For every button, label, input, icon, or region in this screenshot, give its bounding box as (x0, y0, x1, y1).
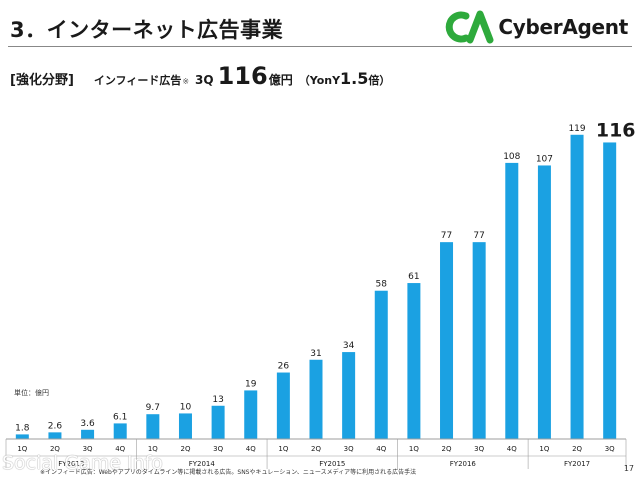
bar-value-label: 13 (212, 395, 223, 405)
bar (537, 165, 551, 440)
bar (505, 162, 519, 439)
bar-value-label: 1.8 (15, 423, 30, 433)
headline-value: 116 (217, 62, 268, 90)
x-tick-label: 2Q (311, 445, 321, 453)
x-tick-label: 1Q (17, 445, 27, 453)
logo-text: CyberAgent (498, 15, 628, 39)
group-label: FY2014 (189, 460, 216, 468)
watermark: Social Game Info (2, 452, 163, 474)
x-tick-label: 4Q (507, 445, 517, 453)
yoy-prefix: （YonY (298, 74, 341, 87)
x-tick-label: 3Q (83, 445, 93, 453)
group-label: FY2013 (58, 460, 84, 468)
quarter-label: 3Q (195, 73, 214, 87)
page-title: 3．インターネット広告事業 (10, 18, 284, 42)
x-tick-label: 1Q (278, 445, 288, 453)
bar-value-label: 2.6 (48, 421, 63, 431)
group-label: FY2016 (450, 460, 477, 468)
bar-value-label: 119 (568, 124, 585, 134)
bar-value-label: 58 (376, 280, 388, 290)
bar-value-label: 10 (180, 402, 192, 412)
x-tick-label: 3Q (474, 445, 484, 453)
x-tick-label: 3Q (213, 445, 223, 453)
footnote: ※インフィード広告：Webやアプリのタイムライン等に掲載される広告。SNSやキュ… (40, 469, 417, 476)
bar-value-label: 6.1 (113, 412, 127, 422)
x-tick-label: 1Q (148, 445, 158, 453)
x-tick-label: 2Q (442, 445, 452, 453)
bar-value-label: 77 (441, 231, 452, 241)
bar (178, 413, 192, 439)
bar (342, 352, 356, 439)
bar-value-label: 9.7 (146, 403, 160, 413)
bar-value-label: 3.6 (80, 419, 95, 429)
infeed-ad-label: インフィード広告 (93, 74, 182, 87)
bar (276, 372, 290, 439)
bar (374, 290, 388, 439)
footnote-mark: ※ (182, 77, 190, 86)
bar (146, 414, 160, 439)
bar-value-label: 116 (596, 119, 636, 141)
bar (603, 142, 617, 440)
unit-label: 単位：億円 (14, 389, 49, 397)
bar-value-label: 31 (310, 349, 321, 359)
x-tick-label: 4Q (115, 445, 125, 453)
headline-unit: 億円 (268, 73, 293, 87)
group-label: FY2015 (319, 460, 345, 468)
title-divider (8, 46, 632, 47)
bar (407, 283, 421, 439)
x-tick-label: 2Q (50, 445, 60, 453)
bar (570, 134, 584, 439)
x-tick-label: 2Q (180, 445, 190, 453)
x-tick-label: 3Q (344, 445, 354, 453)
logo-mark-icon (444, 10, 496, 44)
x-tick-label: 4Q (376, 445, 386, 453)
bar (440, 242, 454, 439)
page-number: 17 (623, 464, 634, 473)
x-tick-label: 4Q (246, 445, 256, 453)
bar (211, 405, 225, 439)
yoy-value: 1.5 (340, 69, 369, 88)
bar (244, 390, 258, 439)
bar (309, 359, 323, 439)
subtitle-line: [強化分野] インフィード広告 ※ 3Q 116 億円 （YonY 1.5 倍） (10, 62, 390, 90)
x-tick-label: 1Q (409, 445, 419, 453)
bar (81, 429, 95, 439)
x-tick-label: 3Q (605, 445, 615, 453)
x-tick-label: 1Q (539, 445, 549, 453)
bar-value-label: 19 (245, 379, 257, 389)
bar-value-label: 26 (278, 362, 290, 372)
bar-value-label: 108 (503, 152, 520, 162)
group-label: FY2017 (564, 460, 590, 468)
x-tick-label: 2Q (572, 445, 582, 453)
bar-value-label: 77 (473, 231, 484, 241)
bar-value-label: 34 (343, 341, 355, 351)
bar (48, 432, 62, 439)
bar (15, 434, 29, 439)
bar-value-label: 107 (536, 154, 553, 164)
bar (472, 242, 486, 439)
yoy-suffix: 倍） (368, 74, 391, 87)
cyberagent-logo: CyberAgent (444, 10, 628, 44)
bar-value-label: 61 (408, 272, 419, 282)
bar (113, 423, 127, 439)
focus-area-label: [強化分野] (10, 73, 74, 88)
